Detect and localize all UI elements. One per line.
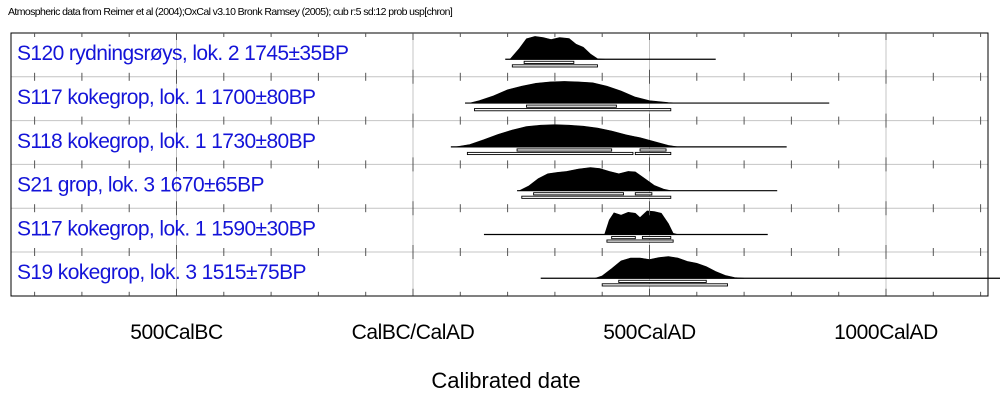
confidence-range-bar: [526, 104, 617, 108]
plot-frame: [10, 32, 989, 297]
confidence-range-bar: [634, 192, 653, 196]
date-row: S120 rydningsrøys, lok. 2 1745±35BP: [17, 36, 716, 68]
confidence-range-bar: [639, 148, 667, 152]
x-tick-label: CalBC/CalAD: [352, 321, 475, 344]
x-tick-label: 1000CalAD: [834, 321, 938, 344]
confidence-range-bar: [634, 151, 672, 156]
confidence-range-bar: [521, 195, 672, 199]
probability-distribution: [595, 256, 745, 279]
chart-header: Atmospheric data from Reimer et al (2004…: [8, 6, 453, 18]
date-row: S19 kokegrop, lok. 3 1515±75BP: [17, 256, 1000, 287]
probability-distribution: [455, 124, 678, 148]
date-row: S117 kokegrop, lok. 1 1590±30BP: [17, 210, 768, 243]
grid: [11, 33, 988, 296]
sample-label: S118 kokegrop, lok. 1 1730±80BP: [17, 130, 315, 153]
confidence-range-bar: [641, 236, 672, 240]
confidence-range-bar: [511, 64, 598, 68]
x-axis-label: Calibrated date: [431, 368, 580, 393]
sample-label: S21 grop, lok. 3 1670±65BP: [17, 174, 264, 197]
confidence-range-bar: [466, 151, 634, 156]
x-tick-label: 500CalBC: [130, 321, 223, 344]
date-rows: S120 rydningsrøys, lok. 2 1745±35BP S117 …: [17, 36, 1000, 287]
x-tick-label: 500CalAD: [603, 321, 696, 344]
confidence-range-bar: [533, 192, 624, 196]
sample-label: S117 kokegrop, lok. 1 1590±30BP: [17, 217, 315, 240]
date-row: S118 kokegrop, lok. 1 1730±80BP: [17, 124, 787, 156]
probability-distribution: [469, 81, 678, 104]
confidence-range-bar: [523, 60, 575, 64]
confidence-range-bar: [516, 148, 613, 152]
probability-distribution: [519, 167, 671, 191]
confidence-range-bar: [601, 283, 728, 287]
sample-label: S120 rydningsrøys, lok. 2 1745±35BP: [17, 42, 348, 65]
confidence-range-bar: [474, 108, 672, 112]
x-ticks: 500CalBC CalBC/CalAD 500CalAD 1000CalAD: [34, 33, 982, 344]
confidence-range-bar: [606, 239, 674, 243]
sample-label: S19 kokegrop, lok. 3 1515±75BP: [17, 261, 306, 284]
date-row: S117 kokegrop, lok. 1 1700±80BP: [17, 81, 830, 112]
sample-label: S117 kokegrop, lok. 1 1700±80BP: [17, 86, 315, 109]
confidence-range-bar: [618, 279, 707, 283]
probability-distribution: [604, 210, 678, 235]
probability-distribution: [509, 36, 605, 60]
confidence-range-bar: [611, 236, 636, 240]
date-row: S21 grop, lok. 3 1670±65BP: [17, 167, 778, 199]
